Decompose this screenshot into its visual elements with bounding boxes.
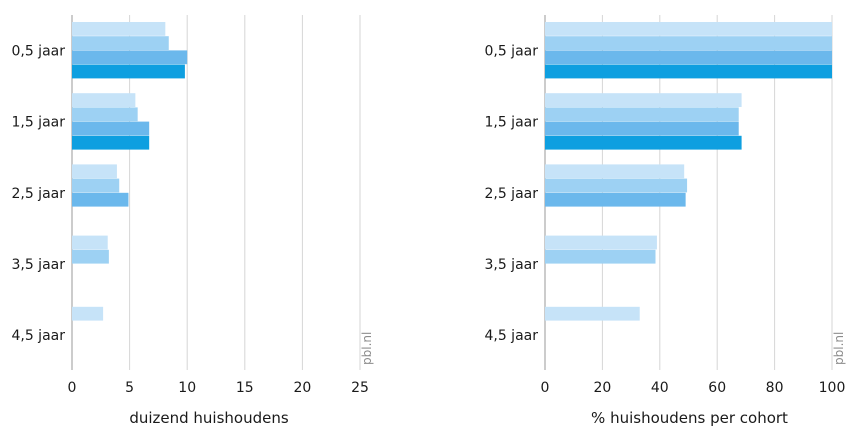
bar [545,192,686,207]
bar [545,93,742,107]
source-label: pbl.nl [360,332,374,365]
chart-right-percentage: 0,5 jaar 1,5 jaar 2,5 jaar 3,5 jaar 4,5 jaar… [484,15,846,427]
category-label: 4,5 jaar [484,328,538,344]
bar [545,107,739,122]
chart-left-absolute: 0,5 jaar 1,5 jaar 2,5 jaar 3,5 jaar 4,5 jaar… [11,15,374,427]
category-label: 2,5 jaar [11,186,65,202]
bar [72,64,185,79]
bar [72,235,108,250]
bar [72,135,150,150]
category-label: 4,5 jaar [11,328,65,344]
category-label: 1,5 jaar [484,115,538,131]
bar [72,192,129,207]
category-label: 3,5 jaar [11,257,65,273]
bar [72,121,150,136]
x-tick-label: 40 [651,380,669,396]
bar [72,178,120,193]
category-label: 2,5 jaar [484,186,538,202]
bar [545,36,832,50]
source-label: pbl.nl [832,332,846,365]
bar [545,64,832,79]
bar [545,178,688,193]
category-label: 1,5 jaar [11,115,65,131]
x-tick-label: 20 [293,380,311,396]
x-tick-label: 15 [236,380,254,396]
bar [72,249,109,264]
x-axis-title: % huishoudens per cohort [591,409,788,427]
category-label: 0,5 jaar [484,43,538,59]
bar [545,50,832,65]
x-tick-label: 0 [541,380,550,396]
category-label: 0,5 jaar [11,43,65,59]
bar [545,306,640,321]
bar [72,36,169,50]
x-tick-label: 80 [766,380,784,396]
bar [545,235,657,250]
bar [72,164,117,179]
x-tick-label: 0 [68,380,77,396]
x-axis-title: duizend huishoudens [129,409,289,427]
x-tick-label: 60 [708,380,726,396]
bar [545,22,832,36]
x-tick-label: 25 [351,380,369,396]
x-tick-label: 5 [125,380,134,396]
x-tick-label: 20 [593,380,611,396]
x-tick-label: 10 [178,380,196,396]
bar [72,306,104,321]
bar [72,93,136,107]
x-tick-label: 100 [819,380,846,396]
bar [72,107,138,122]
bar [72,50,188,65]
bar [545,135,742,150]
bar [545,164,685,179]
bar [72,22,166,36]
bar [545,249,656,264]
bar [545,121,739,136]
category-label: 3,5 jaar [484,257,538,273]
